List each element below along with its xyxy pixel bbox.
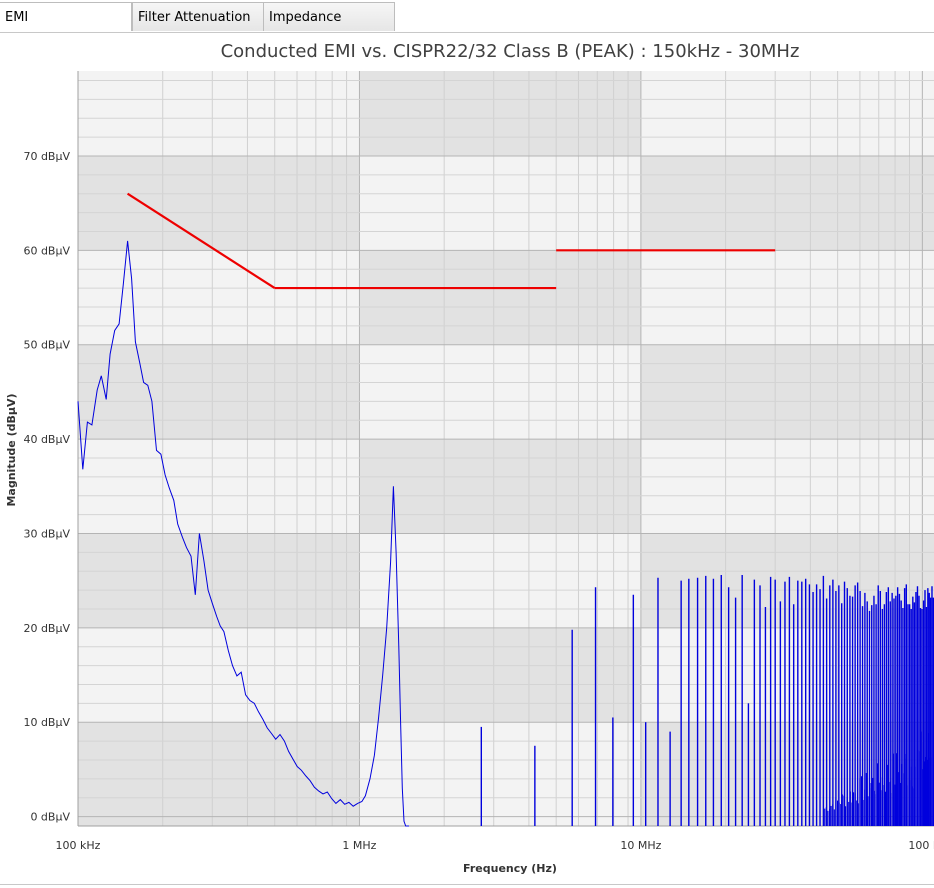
y-tick-label: 70 dBµV [23, 150, 70, 163]
bottom-border [0, 884, 934, 885]
spur-lines [480, 574, 934, 826]
grid-band [359, 439, 641, 534]
grid-band [359, 722, 641, 826]
y-axis-label: Magnitude (dBµV) [5, 393, 18, 506]
grid-band [359, 344, 641, 440]
limit-lines [126, 192, 776, 290]
y-tick-label: 10 dBµV [23, 716, 70, 729]
grid-band [359, 71, 641, 156]
tab-emi[interactable]: EMI [0, 2, 132, 31]
chart-title: Conducted EMI vs. CISPR22/32 Class B (PE… [221, 41, 800, 62]
grid-band [640, 533, 934, 628]
grid-band [78, 71, 360, 156]
plot-background [78, 71, 934, 826]
x-tick-label: 10 MHz [620, 839, 661, 852]
noise-floor [824, 731, 934, 826]
grid-band [359, 250, 641, 345]
y-tick-label: 0 dBµV [30, 811, 70, 824]
x-tick-label: 100 MHz [908, 839, 934, 852]
grid-band [78, 533, 360, 628]
x-tick-label: 1 MHz [342, 839, 376, 852]
grid-band [359, 155, 641, 251]
grid-band [640, 155, 934, 251]
emission-trace [77, 240, 409, 827]
y-tick-label: 40 dBµV [23, 433, 70, 446]
x-tick-labels: 100 kHz 1 MHz 10 MHz 100 MHz [56, 839, 934, 852]
grid-band [640, 344, 934, 440]
y-tick-label: 60 dBµV [23, 244, 70, 257]
y-tick-label: 30 dBµV [23, 527, 70, 540]
x-axis-label: Frequency (Hz) [463, 862, 557, 875]
tab-bar: EMI Filter Attenuation Impedance [0, 0, 934, 33]
grid-band [640, 250, 934, 345]
tab-filter-attenuation[interactable]: Filter Attenuation [132, 2, 264, 31]
grid-band [640, 439, 934, 534]
grid-band [78, 344, 360, 440]
grid-band [78, 155, 360, 251]
grid-band [78, 722, 360, 826]
grid-band [640, 627, 934, 723]
grid-band [359, 533, 641, 628]
y-tick-label: 50 dBµV [23, 339, 70, 352]
emi-chart: 0 dBµV 10 dBµV 20 dBµV 30 dBµV 40 dBµV 50 dBµ… [5, 41, 934, 875]
grid-band [78, 250, 360, 345]
x-tick-label: 100 kHz [56, 839, 101, 852]
grid-band [78, 439, 360, 534]
limit-segment [126, 192, 276, 289]
grid-band [640, 71, 934, 156]
y-tick-label: 20 dBµV [23, 622, 70, 635]
grid-band [78, 627, 360, 723]
y-tick-labels: 0 dBµV 10 dBµV 20 dBµV 30 dBµV 40 dBµV 50 dBµ… [23, 150, 70, 824]
tab-impedance[interactable]: Impedance [263, 2, 395, 31]
grid-band [359, 627, 641, 723]
grid-lines [77, 71, 934, 827]
